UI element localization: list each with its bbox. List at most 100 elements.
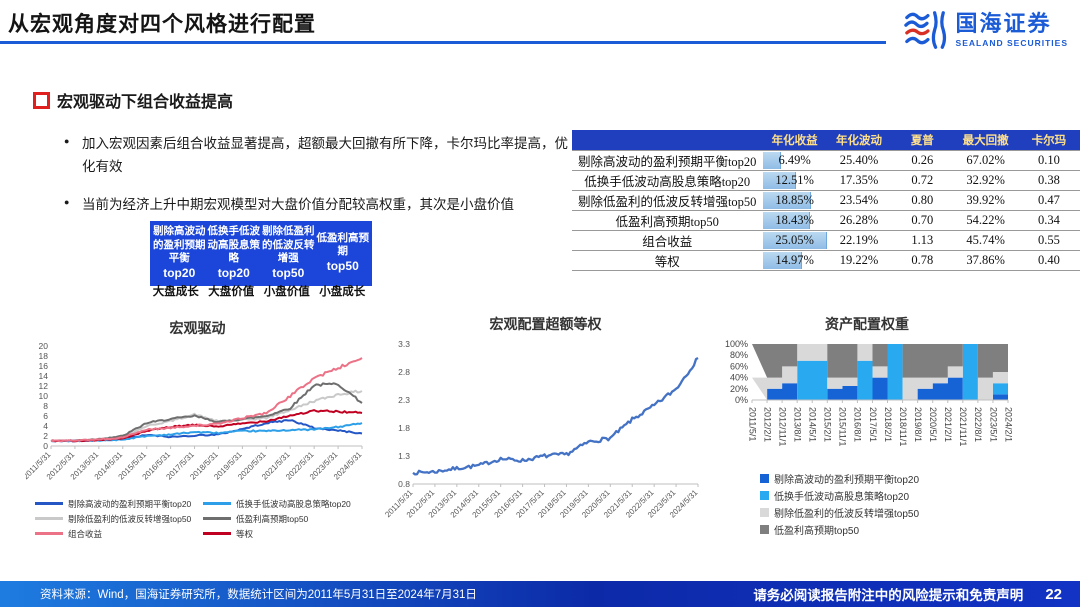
table-header-cell: 卡尔玛 <box>1017 130 1080 151</box>
table-cell: 23.54% <box>826 190 892 211</box>
style-category-label: 小盘价值 <box>263 286 310 298</box>
svg-text:10: 10 <box>39 391 49 401</box>
svg-text:0: 0 <box>43 441 48 451</box>
svg-text:14: 14 <box>39 371 49 381</box>
table-cell: 67.02% <box>953 150 1018 171</box>
bullet-item: 加入宏观因素后组合收益显著提高，超额最大回撤有所下降，卡尔玛比率提高，优化有效 <box>64 133 569 179</box>
section-bullet-square-icon <box>33 91 50 109</box>
table-row-label: 剔除高波动的盈利预期平衡top20 <box>572 150 763 171</box>
table-cell: 6.49% <box>762 150 827 171</box>
table-header-cell: 年化波动 <box>826 130 892 151</box>
svg-text:16: 16 <box>39 361 49 371</box>
data-source-note: 资料来源：Wind，国海证券研究所，数据统计区间为2011年5月31日至2024… <box>40 589 477 601</box>
style-strategy-cell: 低换手低波动高股息策略 top20 <box>207 225 261 280</box>
data-bar <box>763 212 811 229</box>
svg-text:2015/11/1: 2015/11/1 <box>838 407 848 446</box>
table-cell: 25.40% <box>826 150 892 171</box>
style-strategy-cell: 低盈利高预期 top50 <box>316 231 370 274</box>
data-bar <box>763 192 812 209</box>
legend-label: 剔除低盈利的低波反转增强top50 <box>68 513 192 524</box>
legend-swatch-icon <box>203 517 231 520</box>
chart-title: 资产配置权重 <box>825 316 909 332</box>
legend-swatch-icon <box>203 532 231 535</box>
legend-item: 剔除高波动的盈利预期平衡top20 <box>35 496 203 511</box>
svg-text:3.3: 3.3 <box>398 339 410 349</box>
table-cell: 18.85% <box>762 190 827 211</box>
legend-swatch-icon <box>760 474 769 483</box>
legend-item: 低换手低波动高股息策略top20 <box>760 487 1022 504</box>
svg-text:2022/8/1: 2022/8/1 <box>973 407 983 442</box>
table-cell: 39.92% <box>953 190 1018 211</box>
legend-item: 剔除低盈利的低波反转增强top50 <box>760 504 1022 521</box>
legend-item: 剔除高波动的盈利预期平衡top20 <box>760 470 1022 487</box>
svg-text:2: 2 <box>43 431 48 441</box>
legend-item: 组合收益 <box>35 526 203 541</box>
svg-text:40%: 40% <box>730 373 748 383</box>
svg-text:2023/5/1: 2023/5/1 <box>988 407 998 442</box>
legend-label: 组合收益 <box>68 528 103 539</box>
svg-text:2012/11/1: 2012/11/1 <box>777 407 787 446</box>
asset-allocation-chart: 资产配置权重 0% 20% 40% 60% 80% 100% 2011/5/1 2012/2/… <box>712 314 1022 538</box>
legend-swatch-icon <box>35 517 63 520</box>
title-underline <box>0 41 886 44</box>
svg-text:2018/11/1: 2018/11/1 <box>898 407 908 446</box>
style-category-label: 大盘价值 <box>208 286 255 298</box>
svg-text:4: 4 <box>43 421 48 431</box>
table-cell: 22.19% <box>826 230 892 251</box>
chart-title: 宏观配置超额等权 <box>489 316 602 332</box>
svg-text:2024/2/1: 2024/2/1 <box>1003 407 1013 442</box>
logo-name-cn: 国海证券 <box>955 10 1052 36</box>
svg-text:2020/5/1: 2020/5/1 <box>928 407 938 442</box>
table-row-label: 组合收益 <box>572 230 763 251</box>
svg-text:0%: 0% <box>735 395 748 405</box>
table-cell: 0.80 <box>891 190 954 211</box>
svg-text:2017/5/1: 2017/5/1 <box>868 407 878 442</box>
legend-label: 剔除高波动的盈利预期平衡top20 <box>68 498 192 509</box>
bullet-list: 加入宏观因素后组合收益显著提高，超额最大回撤有所下降，卡尔玛比率提高，优化有效 … <box>64 133 569 232</box>
table-cell: 32.92% <box>953 170 1018 191</box>
table-cell: 0.72 <box>891 170 954 191</box>
svg-text:2011/5/1: 2011/5/1 <box>747 407 757 441</box>
style-strategy-box: 剔除高波动的盈利预期平衡 top20 低换手低波动高股息策略 top20 剔除低盈利的低… <box>150 221 372 286</box>
table-row: 低盈利高预期top50 18.43% 26.28% 0.70 54.22% 0.34 <box>572 210 1080 231</box>
svg-text:2012/2/1: 2012/2/1 <box>762 407 772 442</box>
page-number: 22 <box>1045 585 1062 603</box>
table-cell: 0.40 <box>1017 250 1080 271</box>
svg-text:8: 8 <box>43 401 48 411</box>
table-cell: 0.70 <box>891 210 954 231</box>
macro-drive-legend: 剔除高波动的盈利预期平衡top20 低换手低波动高股息策略top20 剔除低盈利的低… <box>35 496 370 541</box>
performance-table: 年化收益 年化波动 夏普 最大回撤 卡尔玛 剔除高波动的盈利预期平衡top20 6.49% 2… <box>572 130 1080 271</box>
page-title: 从宏观角度对四个风格进行配置 <box>8 13 316 36</box>
table-cell: 14.97% <box>762 250 827 271</box>
table-header-cell: 夏普 <box>891 130 954 151</box>
legend-swatch-icon <box>35 532 63 535</box>
table-row-label: 剔除低盈利的低波反转增强top50 <box>572 190 763 211</box>
table-header-cell: 最大回撤 <box>953 130 1018 151</box>
table-cell: 0.10 <box>1017 150 1080 171</box>
bullet-item: 当前为经济上升中期宏观模型对大盘价值分配较高权重，其次是小盘价值 <box>64 194 569 217</box>
svg-text:2016/8/1: 2016/8/1 <box>853 407 863 442</box>
legend-item: 等权 <box>203 526 371 541</box>
table-cell: 0.47 <box>1017 190 1080 211</box>
legend-item: 低盈利高预期top50 <box>203 511 371 526</box>
svg-text:2.8: 2.8 <box>398 367 410 377</box>
svg-text:2021/2/1: 2021/2/1 <box>943 407 953 442</box>
chart-title: 宏观驱动 <box>169 320 226 336</box>
table-cell: 1.13 <box>891 230 954 251</box>
svg-text:18: 18 <box>39 351 49 361</box>
table-cell: 12.51% <box>762 170 827 191</box>
table-cell: 0.55 <box>1017 230 1080 251</box>
footer-bar: 资料来源：Wind，国海证券研究所，数据统计区间为2011年5月31日至2024… <box>0 581 1080 607</box>
table-cell: 0.78 <box>891 250 954 271</box>
macro-drive-chart: 宏观驱动 2011/5/31 2012/5/31 2013/5/31 2014/5/3… <box>25 318 370 541</box>
style-category-label: 小盘成长 <box>319 286 366 298</box>
table-cell: 26.28% <box>826 210 892 231</box>
data-bar <box>763 172 796 189</box>
svg-text:6: 6 <box>43 411 48 421</box>
table-cell: 0.34 <box>1017 210 1080 231</box>
table-header-cell: 年化收益 <box>762 130 827 151</box>
svg-text:2013/8/1: 2013/8/1 <box>792 407 802 442</box>
svg-text:20%: 20% <box>730 384 748 394</box>
legend-swatch-icon <box>760 525 769 534</box>
style-category-label: 大盘成长 <box>152 286 199 298</box>
